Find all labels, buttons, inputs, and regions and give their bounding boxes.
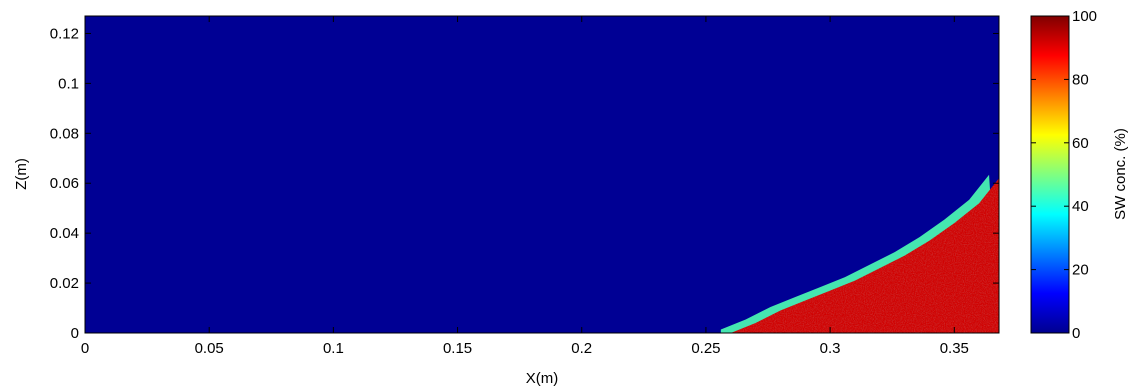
y-tick-label: 0.06: [50, 175, 79, 192]
colorbar-gradient: [1030, 15, 1070, 334]
colorbar-tick-label: 0: [1072, 325, 1080, 342]
y-tick-label: 0.1: [58, 75, 79, 92]
x-axis-label: X(m): [526, 370, 559, 387]
x-axis: 0 0.05 0.1 0.15 0.2 0.25 0.3 0.35: [81, 16, 969, 357]
x-tick-label: 0.1: [323, 340, 344, 357]
y-tick-label: 0.08: [50, 125, 79, 142]
colorbar-tick-label: 100: [1072, 8, 1097, 25]
x-tick-label: 0.2: [571, 340, 592, 357]
y-tick-label: 0.12: [50, 25, 79, 42]
colorbar-ticks: 0 20 40 60 80 100: [1031, 8, 1097, 342]
x-tick-label: 0.3: [820, 340, 841, 357]
y-tick-label: 0: [71, 325, 79, 342]
x-tick-label: 0.35: [940, 340, 969, 357]
colorbar: 0 20 40 60 80 100 SW conc. (%): [1030, 8, 1129, 342]
y-axis: 0 0.02 0.04 0.06 0.08 0.1 0.12: [50, 25, 999, 342]
colorbar-label: SW conc. (%): [1112, 128, 1129, 220]
x-tick-label: 0.05: [195, 340, 224, 357]
colorbar-tick-label: 60: [1072, 135, 1089, 152]
axes-frame: [84, 15, 1000, 334]
colorbar-tick-label: 80: [1072, 71, 1089, 88]
colorbar-tick-label: 40: [1072, 198, 1089, 215]
plot-area: [84, 15, 1000, 334]
y-tick-label: 0.02: [50, 275, 79, 292]
y-axis-label: Z(m): [13, 158, 30, 190]
x-tick-label: 0: [81, 340, 89, 357]
colorbar-tick-label: 20: [1072, 262, 1089, 279]
y-tick-label: 0.04: [50, 225, 79, 242]
x-tick-label: 0.25: [691, 340, 720, 357]
x-tick-label: 0.15: [443, 340, 472, 357]
